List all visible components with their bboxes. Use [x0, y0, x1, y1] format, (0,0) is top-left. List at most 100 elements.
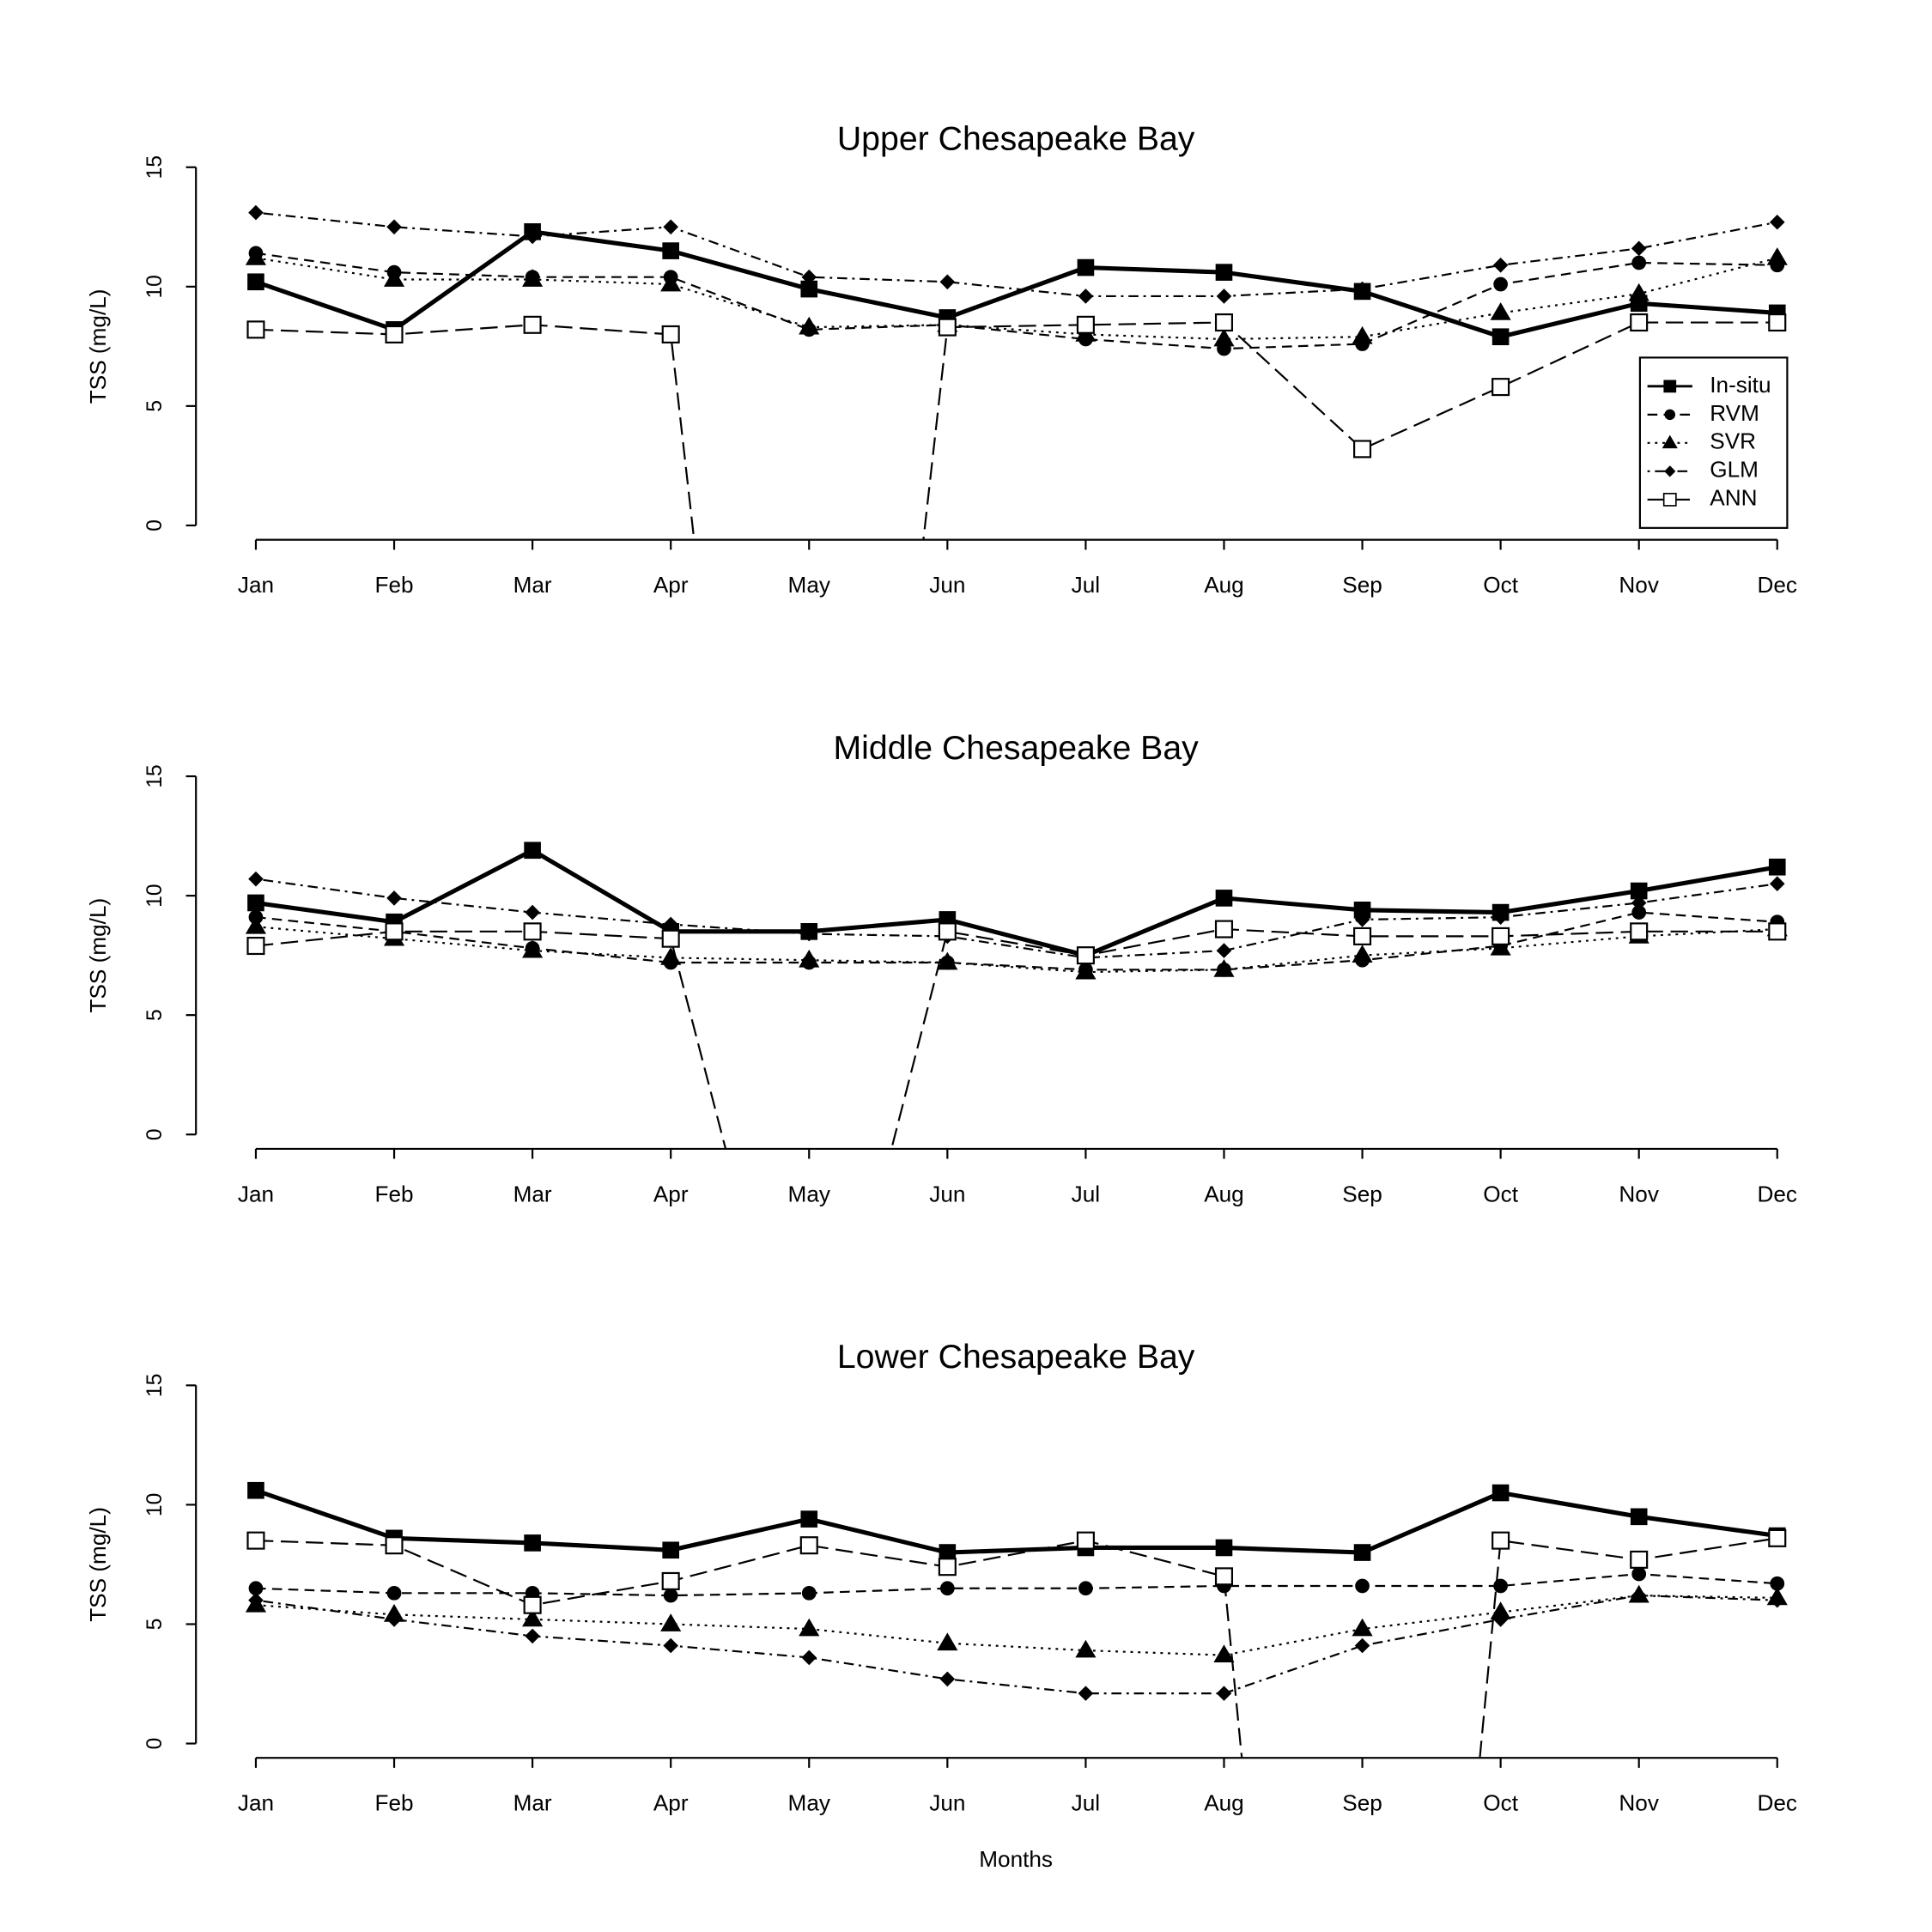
marker	[1630, 1508, 1648, 1526]
y-tick-label: 10	[143, 1493, 167, 1516]
x-tick-label: Mar	[513, 572, 552, 598]
marker	[1769, 876, 1785, 892]
marker	[660, 273, 682, 292]
x-tick-label: Feb	[374, 1181, 413, 1206]
legend-marker	[1662, 492, 1677, 507]
legend-marker	[1663, 380, 1677, 393]
marker	[1352, 325, 1373, 344]
marker	[386, 1585, 402, 1601]
y-tick-label: 15	[143, 764, 167, 787]
marker	[799, 1618, 820, 1637]
x-tick-label: Jan	[238, 1790, 274, 1816]
legend-marker	[1662, 434, 1678, 449]
marker	[1075, 961, 1097, 980]
marker	[523, 1595, 542, 1614]
legend-marker	[1664, 465, 1676, 477]
marker	[525, 1628, 540, 1644]
marker	[525, 904, 540, 920]
marker	[522, 1608, 544, 1627]
x-tick-label: Aug	[1204, 1790, 1244, 1816]
marker	[248, 1581, 264, 1596]
chart-title: Lower Chesapeake Bay	[837, 1338, 1195, 1376]
marker	[1492, 1484, 1510, 1502]
x-tick-label: Jul	[1072, 1181, 1100, 1206]
y-axis-label: TSS (mg/L)	[85, 289, 111, 404]
marker	[1490, 302, 1511, 320]
y-tick-label: 5	[143, 1009, 167, 1021]
x-tick-label: May	[788, 572, 831, 598]
marker	[939, 1544, 957, 1561]
series-line	[255, 252, 1777, 350]
marker	[939, 1581, 955, 1596]
marker	[1078, 289, 1094, 304]
marker	[1213, 958, 1235, 977]
marker	[386, 219, 402, 235]
marker	[1076, 946, 1095, 965]
x-tick-label: Dec	[1758, 1181, 1798, 1206]
marker	[1354, 1637, 1370, 1654]
series-line	[255, 321, 1777, 540]
x-tick-label: Dec	[1758, 572, 1798, 598]
marker	[246, 936, 265, 956]
marker	[385, 1536, 404, 1555]
marker	[937, 1632, 958, 1651]
marker	[1213, 1644, 1235, 1662]
marker	[801, 1461, 817, 1477]
x-tick-label: Mar	[513, 1181, 552, 1206]
x-tick-label: Apr	[653, 572, 689, 598]
x-tick-label: Apr	[653, 1790, 689, 1816]
x-tick-label: Aug	[1204, 1181, 1244, 1206]
marker	[660, 1613, 682, 1631]
marker	[1352, 945, 1373, 963]
y-tick-label: 10	[143, 275, 167, 298]
marker	[1355, 1578, 1370, 1594]
x-tick-label: Jun	[929, 572, 965, 598]
marker	[1492, 1612, 1509, 1627]
series-line	[255, 911, 1777, 971]
y-tick-label: 5	[143, 400, 167, 412]
chart-title: Upper Chesapeake Bay	[837, 120, 1195, 158]
marker	[1078, 1581, 1093, 1596]
marker	[661, 929, 680, 948]
marker	[1214, 1567, 1234, 1586]
x-tick-label: Nov	[1619, 1790, 1659, 1816]
legend-label: GLM	[1710, 457, 1759, 483]
x-tick-label: Feb	[374, 1790, 413, 1816]
marker	[246, 1531, 265, 1550]
marker	[1492, 328, 1510, 346]
chart-title: Middle Chesapeake Bay	[833, 729, 1199, 767]
marker	[1769, 1592, 1785, 1608]
x-tick-label: Oct	[1483, 1790, 1518, 1816]
marker	[1631, 895, 1647, 911]
marker	[386, 890, 402, 906]
marker	[799, 949, 820, 968]
marker	[1353, 1544, 1371, 1561]
marker	[1630, 313, 1649, 332]
marker	[1768, 922, 1787, 941]
marker	[1353, 440, 1372, 459]
marker	[1492, 257, 1509, 273]
marker	[523, 315, 542, 334]
legend-label: SVR	[1710, 428, 1756, 454]
y-axis-label: TSS (mg/L)	[85, 898, 111, 1013]
marker	[1630, 1550, 1649, 1569]
marker	[800, 1510, 818, 1528]
x-tick-label: Jan	[238, 572, 274, 598]
x-tick-label: Jul	[1072, 572, 1100, 598]
marker	[1215, 890, 1233, 907]
marker	[386, 1612, 402, 1627]
plot-area	[245, 204, 1788, 540]
y-tick-label: 0	[143, 1128, 167, 1140]
x-tick-label: Sep	[1342, 1790, 1382, 1816]
marker	[937, 951, 958, 970]
marker	[1631, 1588, 1647, 1603]
x-tick-label: Oct	[1483, 1181, 1518, 1206]
marker	[383, 269, 405, 287]
legend-marker	[1664, 409, 1676, 421]
marker	[1214, 313, 1234, 332]
marker	[1631, 255, 1647, 270]
marker	[801, 926, 817, 942]
marker	[801, 269, 817, 285]
marker	[663, 1637, 678, 1654]
marker	[247, 273, 264, 291]
